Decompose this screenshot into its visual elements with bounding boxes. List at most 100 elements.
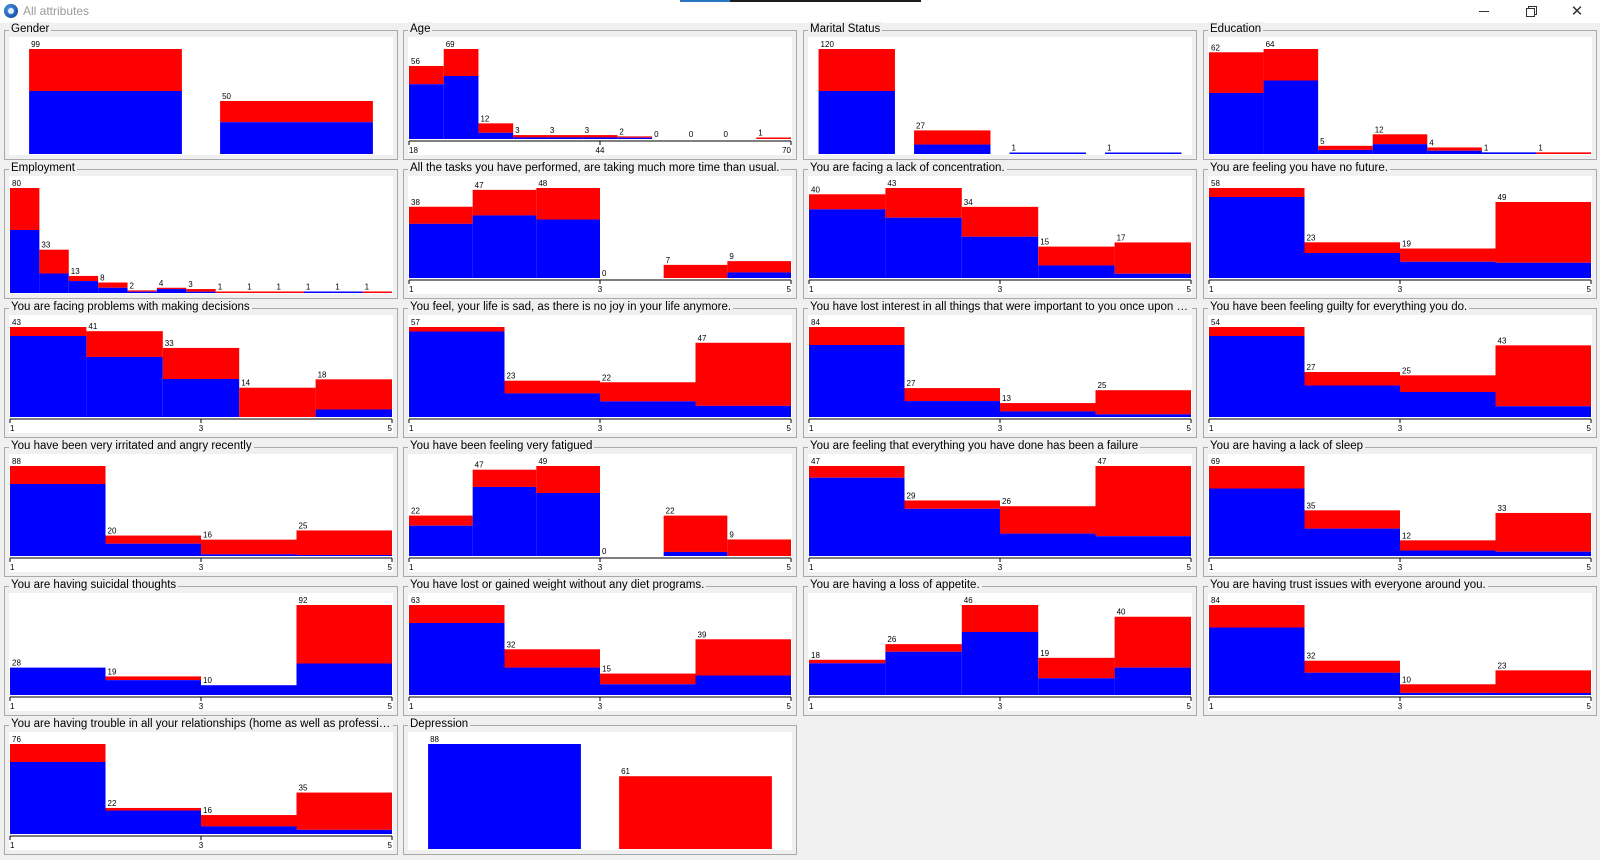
- attribute-panel[interactable]: You are feeling that everything you have…: [803, 439, 1197, 577]
- x-tick-label: 5: [787, 285, 792, 294]
- bar-segment-b: [1114, 616, 1191, 668]
- x-tick-label: 3: [1398, 563, 1403, 572]
- bar-segment-a: [809, 477, 905, 556]
- bar-value-label: 33: [1498, 504, 1507, 513]
- attribute-panel[interactable]: You are having trouble in all your relat…: [4, 717, 398, 855]
- bar-segment-b: [10, 327, 87, 336]
- attribute-panel[interactable]: You have been feeling very fatigued 22 47 4…: [403, 439, 797, 577]
- bar-segment-b: [809, 466, 905, 478]
- bar-segment-b: [809, 659, 886, 664]
- bar-value-label: 3: [515, 126, 520, 135]
- bar-value-label: 57: [411, 318, 420, 327]
- attribute-panel[interactable]: Marital Status 120 27 1 1: [803, 22, 1197, 160]
- attribute-panel[interactable]: You have lost interest in all things tha…: [803, 300, 1197, 438]
- bar-value-label: 22: [666, 507, 675, 516]
- bar-value-label: 69: [446, 40, 455, 49]
- stacked-bar-chart: 54 27 25 43 1 3 5: [1208, 318, 1592, 433]
- plot-area: 38 47 48 0 7 9 1 3 5: [408, 176, 792, 294]
- bar-value-label: 40: [811, 185, 820, 194]
- stacked-bar-chart: 43 41 33 14 18 1 3 5: [9, 318, 393, 433]
- bar-segment-b: [619, 776, 772, 849]
- attribute-panel[interactable]: All the tasks you have performed, are ta…: [403, 161, 797, 299]
- plot-area: 47 29 26 47 1 3 5: [808, 454, 1192, 572]
- bar-value-label: 26: [1002, 497, 1011, 506]
- attribute-panel[interactable]: Age 56 69 12 3 3 3 2 0 0 0 1 18 44 70: [403, 22, 797, 160]
- attribute-panel[interactable]: Education 62 64 5 12 4 1 1: [1203, 22, 1597, 160]
- x-tick-label: 5: [1187, 285, 1192, 294]
- bar-value-label: 99: [31, 40, 40, 49]
- attribute-panel[interactable]: Employment 80 33 13 8 2 4 3 1 1 1 1 1 1: [4, 161, 398, 299]
- x-tick-label: 3: [998, 285, 1003, 294]
- restore-icon: [1526, 6, 1537, 17]
- bar-segment-b: [239, 387, 316, 417]
- bar-value-label: 1: [306, 283, 311, 292]
- attribute-panel[interactable]: You have lost or gained weight without a…: [403, 578, 797, 716]
- x-tick-label: 1: [809, 702, 814, 711]
- panel-title: Employment: [9, 161, 77, 175]
- plot-area: 69 35 12 33 1 3 5: [1208, 454, 1592, 572]
- bar-value-label: 27: [916, 121, 925, 130]
- bar-segment-a: [885, 217, 962, 278]
- stacked-bar-chart: 62 64 5 12 4 1 1: [1209, 40, 1591, 154]
- bar-value-label: 43: [12, 318, 21, 327]
- attribute-panel[interactable]: You feel, your life is sad, as there is …: [403, 300, 797, 438]
- x-tick-label: 3: [598, 702, 603, 711]
- bar-segment-a: [1400, 550, 1496, 556]
- plot-area: 84 32 10 23 1 3 5: [1208, 593, 1592, 711]
- panel-title: You have been feeling very fatigued: [408, 439, 595, 453]
- minimize-button[interactable]: [1461, 0, 1507, 22]
- bar-segment-b: [1400, 375, 1496, 392]
- panel-title: All the tasks you have performed, are ta…: [408, 161, 782, 175]
- bar-segment-a: [10, 230, 40, 293]
- attribute-panel[interactable]: Depression 88 61: [403, 717, 797, 855]
- bar-segment-b: [1536, 152, 1591, 154]
- bar-value-label: 54: [1211, 318, 1220, 327]
- plot-area: 18 26 46 19 40 1 3 5: [808, 593, 1192, 711]
- panel-title: You are having a lack of sleep: [1208, 439, 1366, 453]
- bar-value-label: 9: [729, 252, 734, 261]
- x-tick-label: 1: [1209, 424, 1214, 433]
- plot-area: 40 43 34 15 17 1 3 5: [808, 176, 1192, 294]
- stacked-bar-chart: 57 23 22 47 1 3 5: [408, 318, 792, 433]
- bar-segment-a: [478, 132, 514, 139]
- stacked-bar-chart: 88 61: [428, 735, 772, 849]
- bar-segment-a: [105, 680, 201, 695]
- attribute-panel[interactable]: You have been very irritated and angry r…: [4, 439, 398, 577]
- attribute-panel[interactable]: You are having a loss of appetite. 18 26 46…: [803, 578, 1197, 716]
- bar-segment-b: [1304, 660, 1400, 673]
- plot-area: 76 22 16 35 1 3 5: [9, 732, 393, 850]
- bar-segment-b: [1427, 147, 1482, 151]
- attribute-panel[interactable]: Gender 99 50: [4, 22, 398, 160]
- bar-segment-a: [809, 663, 886, 695]
- bar-value-label: 34: [964, 198, 973, 207]
- bar-segment-b: [1372, 134, 1428, 145]
- bar-value-label: 1: [276, 283, 281, 292]
- attribute-panel[interactable]: You are facing problems with making deci…: [4, 300, 398, 438]
- bar-segment-a: [86, 356, 163, 417]
- bar-value-label: 23: [1307, 233, 1316, 242]
- bar-value-label: 92: [299, 596, 308, 605]
- attribute-panel[interactable]: You are facing a lack of concentration. 4…: [803, 161, 1197, 299]
- attribute-panel[interactable]: You have been feeling guilty for everyth…: [1203, 300, 1597, 438]
- attribute-panel[interactable]: You are having suicidal thoughts 28 19 10 92…: [4, 578, 398, 716]
- panel-title: Age: [408, 22, 433, 36]
- x-tick-label: 5: [1587, 702, 1592, 711]
- attribute-panel[interactable]: You are having trust issues with everyon…: [1203, 578, 1597, 716]
- bar-segment-b: [1095, 466, 1191, 537]
- plot-area: 56 69 12 3 3 3 2 0 0 0 1 18 44 70: [408, 37, 792, 155]
- bar-value-label: 47: [1098, 457, 1107, 466]
- x-tick-label: 5: [787, 563, 792, 572]
- bar-segment-a: [409, 623, 505, 695]
- bar-segment-b: [1209, 327, 1305, 336]
- x-tick-label: 1: [1209, 285, 1214, 294]
- bar-segment-a: [10, 484, 106, 556]
- attribute-panel[interactable]: You are feeling you have no future. 58 23 1…: [1203, 161, 1597, 299]
- bar-segment-a: [156, 289, 187, 293]
- restore-button[interactable]: [1508, 0, 1554, 22]
- close-button[interactable]: ✕: [1554, 0, 1600, 22]
- attribute-panel[interactable]: You are having a lack of sleep 69 35 12 33 1 3…: [1203, 439, 1597, 577]
- plot-area: 99 50: [9, 37, 393, 155]
- bar-segment-a: [303, 291, 334, 293]
- bar-value-label: 29: [907, 491, 916, 500]
